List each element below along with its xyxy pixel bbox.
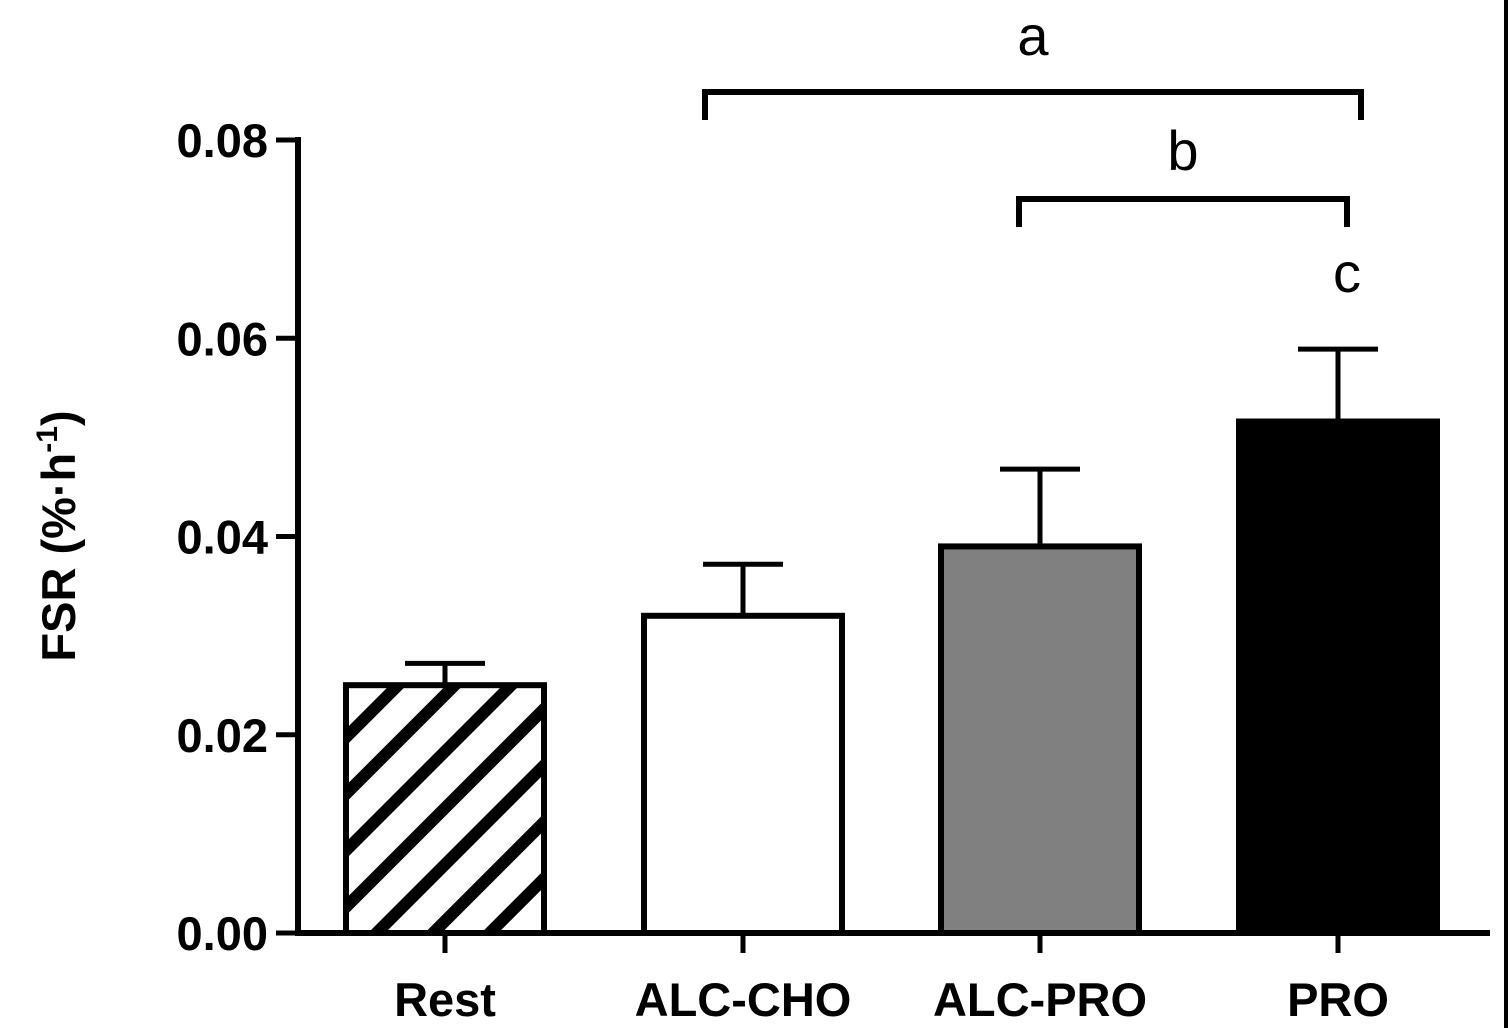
bar-ALC-CHO [641, 612, 845, 936]
y-tick-label: 0.04 [177, 511, 268, 564]
significance-label-c: c [1333, 241, 1361, 304]
bar-ALC-PRO [938, 543, 1142, 936]
significance-label-a: a [1017, 4, 1049, 67]
significance-bracket-a [702, 89, 1364, 120]
y-tick-label: 0.00 [177, 907, 268, 960]
y-tick-label: 0.02 [177, 709, 268, 762]
x-tick-label: Rest [394, 973, 496, 1026]
y-tick-label: 0.06 [177, 312, 268, 365]
significance-label-b: b [1167, 119, 1198, 182]
significance-bracket-b [1016, 196, 1350, 227]
x-tick-label: ALC-CHO [635, 973, 852, 1026]
x-tick-label: ALC-PRO [933, 973, 1147, 1026]
y-tick-label: 0.08 [177, 114, 268, 167]
y-axis-label: FSR (%·h-1) [31, 410, 85, 661]
x-tick-label: PRO [1287, 973, 1389, 1026]
bar-PRO [1236, 418, 1440, 936]
bar-Rest [343, 682, 547, 936]
